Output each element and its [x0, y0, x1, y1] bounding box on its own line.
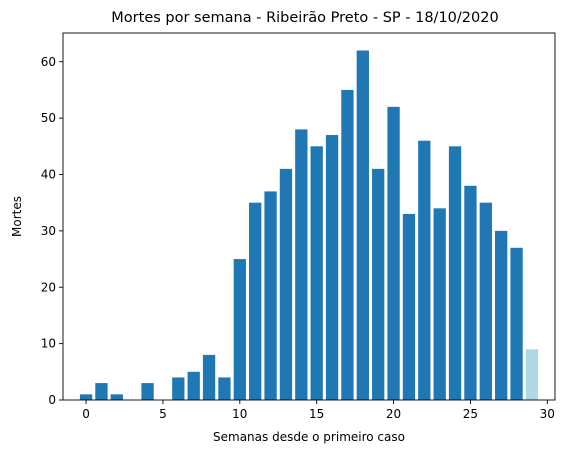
- bar-week-19: [372, 168, 385, 400]
- y-axis-label: Mortes: [10, 196, 24, 237]
- x-tick-label: 25: [463, 407, 478, 421]
- y-tick-label: 0: [48, 393, 56, 407]
- x-tick-label: 20: [386, 407, 401, 421]
- bar-week-14: [295, 129, 308, 400]
- bar-week-28: [510, 247, 523, 400]
- bar-week-9: [218, 377, 231, 400]
- x-tick-label: 15: [309, 407, 324, 421]
- y-tick-label: 50: [41, 111, 56, 125]
- y-tick-label: 40: [41, 168, 56, 182]
- y-tick-label: 20: [41, 280, 56, 294]
- bar-week-8: [202, 354, 216, 400]
- bar-week-15: [310, 146, 323, 400]
- bar-week-20: [387, 106, 400, 400]
- bar-week-22: [418, 140, 431, 400]
- bar-week-17: [341, 89, 354, 400]
- bar-week-1: [95, 383, 108, 400]
- bar-week-11: [249, 202, 262, 400]
- chart-title: Mortes por semana - Ribeirão Preto - SP …: [111, 10, 498, 26]
- y-tick-label: 10: [41, 337, 56, 351]
- x-axis-ticks: 0 5 10 15 20 25 30: [82, 400, 555, 421]
- bar-week-10: [233, 259, 246, 400]
- x-axis-label: Semanas desde o primeiro caso: [213, 430, 405, 444]
- y-tick-label: 60: [41, 55, 56, 69]
- y-tick-label: 30: [41, 224, 56, 238]
- x-tick-label: 0: [82, 407, 90, 421]
- plot-frame: [62, 32, 556, 401]
- x-tick-label: 10: [232, 407, 247, 421]
- bar-week-13: [279, 168, 293, 400]
- bar-week-25: [464, 185, 477, 400]
- bar-week-6: [172, 377, 185, 400]
- bar-week-4: [141, 383, 154, 400]
- bar-week-16: [325, 135, 339, 401]
- bar-week-18: [356, 50, 369, 400]
- bar-week-24: [448, 146, 462, 400]
- bar-week-26: [479, 202, 492, 400]
- bar-week-29: [525, 349, 539, 400]
- bar-week-7: [187, 371, 200, 400]
- x-tick-label: 30: [540, 407, 555, 421]
- bar-week-12: [264, 191, 277, 400]
- x-tick-label: 5: [159, 407, 167, 421]
- bar-week-2: [110, 394, 123, 400]
- bar-week-27: [495, 230, 508, 400]
- bar-week-23: [433, 208, 446, 400]
- bars-group: [79, 50, 539, 401]
- y-axis-ticks: 0 10 20 30 40 50 60: [41, 55, 63, 407]
- bar-week-0: [79, 394, 93, 400]
- bar-week-21: [402, 213, 416, 400]
